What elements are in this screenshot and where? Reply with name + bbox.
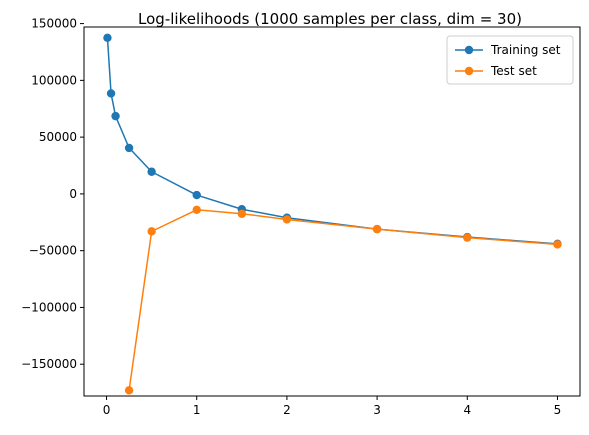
x-tick-label: 5 [554,403,562,417]
data-point-training [106,89,116,98]
data-point-training [124,143,134,153]
data-point-training [111,111,120,121]
y-tick-label: −100000 [21,300,77,314]
x-tick-label: 1 [193,403,201,417]
chart-title: Log-likelihoods (1000 samples per class,… [138,10,522,28]
y-tick-label: −150000 [21,357,77,371]
data-point-training [103,33,112,42]
legend: Training set Test set [446,35,574,85]
y-tick-label: 0 [69,187,77,201]
data-point-test [553,240,562,249]
data-point-test [372,224,382,234]
legend-marker [464,45,474,55]
data-point-test [237,209,247,218]
y-tick-label: 100000 [31,73,77,87]
x-axis: 0 1 2 3 4 5 [103,396,562,417]
data-point-test [463,233,472,242]
data-point-test [124,386,134,395]
data-point-test [192,205,201,214]
data-point-test [147,227,156,236]
data-point-test [282,215,292,224]
data-point-training [192,190,201,200]
data-point-training [147,167,156,176]
series-layer [103,33,562,395]
y-tick-label: 50000 [39,130,77,144]
legend-marker [464,66,474,76]
plot-area-frame [83,26,581,397]
y-tick-label: −50000 [29,244,77,258]
y-axis: 150000 100000 50000 0 −50000 −100000 −150000 [21,17,84,371]
x-tick-label: 4 [463,403,471,417]
y-tick-label: 150000 [31,17,77,31]
x-tick-label: 2 [283,403,291,417]
legend-frame [446,35,574,85]
legend-label: Test set [490,64,537,78]
series-line-test [128,209,558,391]
legend-label: Training set [490,43,561,57]
x-tick-label: 3 [373,403,381,417]
x-tick-label: 0 [103,403,111,417]
